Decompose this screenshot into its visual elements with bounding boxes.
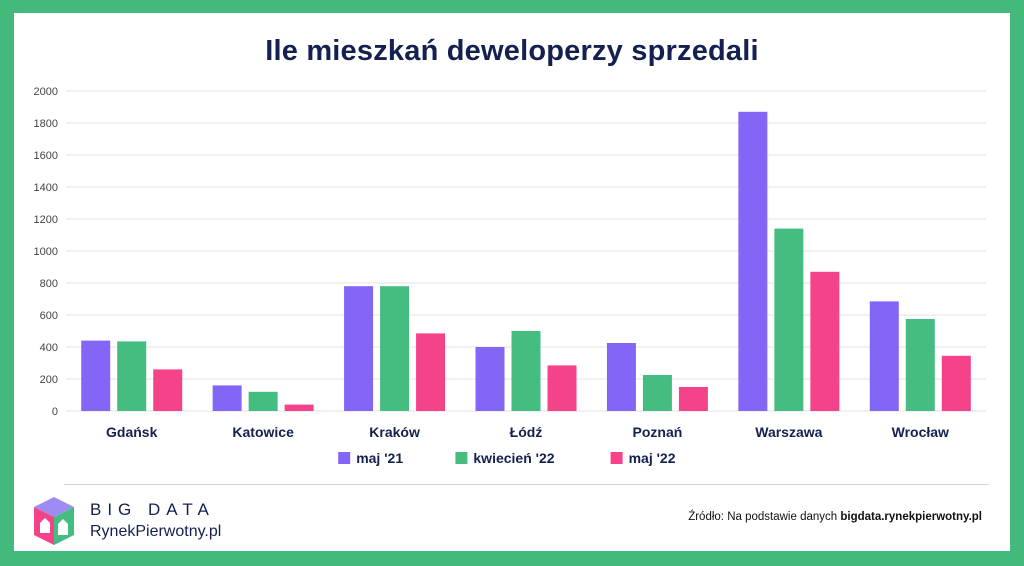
legend-swatch [338, 452, 351, 464]
bar-chart: 0 200 400 600 800 1000 1200 1400 1600 1800 2000 Gda… [34, 86, 986, 466]
brand-line-2: RynekPierwotny.pl [90, 523, 222, 540]
x-tick-label: Warszawa [755, 424, 822, 440]
bar [380, 286, 410, 411]
legend-swatch [610, 452, 623, 464]
chart-card: Ile mieszkań deweloperzy sprzedali 0 200 4… [14, 13, 1010, 551]
y-tick-label: 1400 [34, 182, 58, 194]
bar [642, 375, 672, 411]
x-tick-label: Wrocław [892, 424, 949, 440]
source-note: Źródło: Na podstawie danych bigdata.ryne… [688, 511, 982, 523]
bar [117, 341, 147, 411]
y-tick-label: 600 [40, 310, 58, 322]
x-tick-label: Katowice [232, 424, 294, 440]
bar [81, 340, 111, 411]
y-tick-label: 0 [52, 406, 58, 418]
brand-line-1: BIG DATA [90, 500, 215, 519]
legend-swatch [455, 452, 468, 464]
x-tick-label: Gdańsk [106, 424, 158, 440]
bar [416, 333, 446, 411]
source-link[interactable]: bigdata.rynekpierwotny.pl [840, 511, 982, 523]
y-tick-label: 1200 [34, 214, 58, 226]
bar [738, 111, 768, 412]
y-tick-label: 1000 [34, 246, 58, 258]
legend-label: kwiecień '22 [473, 450, 554, 466]
y-tick-label: 1600 [34, 150, 58, 162]
legend-label: maj '22 [629, 450, 676, 466]
y-tick-label: 200 [40, 374, 58, 386]
bar [212, 385, 242, 411]
y-tick-label: 400 [40, 342, 58, 354]
y-tick-label: 800 [40, 278, 58, 290]
bar [678, 387, 708, 411]
bar [344, 286, 374, 411]
x-tick-label: Łódź [510, 424, 543, 440]
bar [248, 391, 278, 411]
bar [547, 365, 577, 411]
x-tick-label: Kraków [369, 424, 420, 440]
source-prefix: Źródło: Na podstawie danych [688, 511, 841, 523]
bar [606, 343, 636, 411]
y-tick-label: 2000 [34, 86, 58, 98]
big-data-logo-icon [34, 497, 74, 545]
bar [153, 369, 183, 411]
bar [284, 404, 314, 411]
legend-label: maj '21 [356, 450, 403, 466]
bar [905, 319, 935, 411]
bar [810, 271, 840, 411]
bar [941, 355, 971, 411]
x-tick-label: Poznań [633, 424, 683, 440]
chart-title: Ile mieszkań deweloperzy sprzedali [265, 35, 759, 67]
bar [869, 301, 899, 411]
divider [64, 484, 989, 485]
y-tick-label: 1800 [34, 118, 58, 130]
bar [774, 228, 804, 411]
bar [475, 347, 505, 411]
bar [511, 331, 541, 411]
